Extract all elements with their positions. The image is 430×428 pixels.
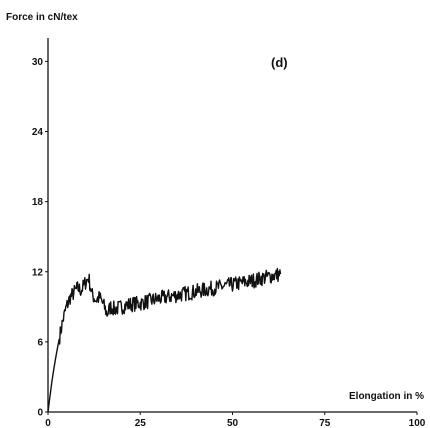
y-tick-label-6: 6	[37, 337, 43, 348]
y-axis-title: Force in cN/tex	[6, 12, 78, 23]
axis-ticks: 0 6 12 18 24 30 0 25 50 75 100	[32, 57, 426, 428]
y-tick-label-24: 24	[32, 127, 44, 138]
x-tick-label-50: 50	[227, 418, 239, 428]
x-tick-label-75: 75	[319, 418, 331, 428]
y-tick-label-0: 0	[37, 408, 43, 419]
y-tick-label-30: 30	[32, 57, 44, 68]
x-tick-label-25: 25	[135, 418, 147, 428]
x-tick-label-0: 0	[45, 418, 51, 428]
panel-label: (d)	[271, 55, 288, 70]
y-tick-label-18: 18	[32, 197, 44, 208]
series-line-0	[47, 267, 282, 413]
x-tick-label-100: 100	[409, 418, 426, 428]
y-tick-label-12: 12	[32, 267, 44, 278]
x-axis-title: Elongation in %	[349, 391, 424, 402]
plot-area	[47, 267, 282, 413]
